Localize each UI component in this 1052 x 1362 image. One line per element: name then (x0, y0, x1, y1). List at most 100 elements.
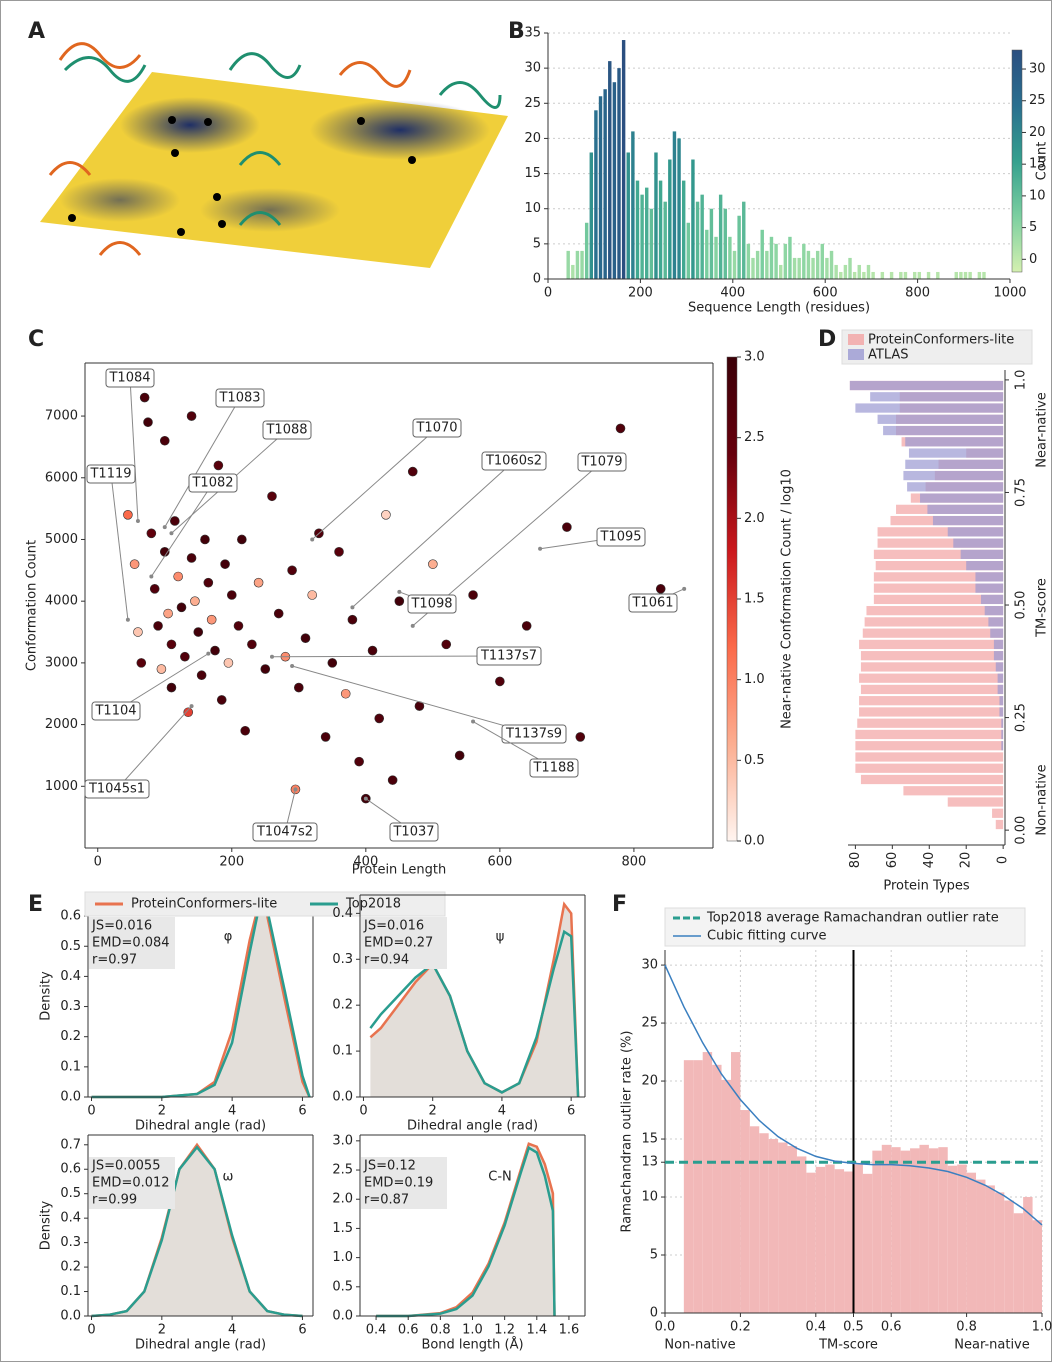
annotation-label: T1137s7 (480, 649, 537, 664)
bar (999, 696, 1004, 706)
panel-label: D (818, 327, 836, 352)
point (247, 639, 257, 650)
point (575, 732, 586, 742)
bar (927, 504, 1004, 514)
bar (806, 1172, 816, 1313)
bar (975, 583, 1004, 593)
bar (645, 187, 649, 279)
bar (811, 257, 815, 279)
bar (910, 1148, 920, 1313)
x-tick-label: 0 (94, 855, 102, 870)
annotation-arrowhead (410, 623, 415, 628)
bar (695, 201, 700, 279)
bar (575, 250, 580, 279)
point (159, 435, 170, 446)
bar (932, 515, 1004, 526)
bar (712, 1064, 722, 1313)
annotation-box (215, 388, 265, 408)
bar (815, 250, 820, 279)
x-tick-label: 400 (720, 286, 745, 301)
bar (862, 628, 1004, 638)
bar (966, 1172, 977, 1313)
colorbar-tick-label: 5 (1029, 220, 1037, 235)
x-tick-label: 60 (885, 852, 900, 869)
y-axis-label: Density (39, 971, 54, 1021)
bar (990, 628, 1004, 638)
line (91, 1145, 303, 1318)
point (253, 577, 264, 588)
annotation-arrowhead (135, 518, 140, 523)
bar (860, 651, 1004, 661)
point (381, 509, 391, 520)
bar (926, 271, 931, 279)
bar (859, 673, 1004, 683)
x-tick-label: 0 (996, 856, 1011, 864)
x-tick-label: 4 (228, 1104, 236, 1119)
bar (873, 549, 1004, 559)
point (226, 590, 237, 600)
x-tick-label: 2 (158, 1323, 166, 1338)
annotation-box (481, 451, 547, 471)
bar (788, 236, 792, 279)
annotation-arrowhead (206, 651, 211, 656)
bar (787, 1145, 797, 1313)
point (200, 534, 210, 545)
y-tick-label: 13 (641, 1155, 658, 1170)
bar (759, 1133, 769, 1313)
density-area (91, 1144, 303, 1316)
panel-label: C (28, 327, 44, 352)
y-tick-label: 0.2 (60, 1260, 81, 1275)
annotation-label: T1079 (580, 455, 622, 470)
y-tick-label: 5000 (45, 532, 78, 547)
bar (905, 459, 1004, 469)
point (183, 707, 194, 718)
bar (920, 493, 1004, 503)
y-tick-label: 0.0 (332, 1309, 353, 1324)
colorbar-label: Count (1035, 142, 1050, 181)
fit-curve (664, 964, 1043, 1226)
x-axis-label: Non-native (664, 1338, 735, 1353)
bar (900, 1150, 911, 1313)
bar (603, 89, 607, 279)
annotation-arrow (164, 397, 241, 528)
x-tick-label: 0 (87, 1104, 95, 1119)
bar (640, 194, 644, 279)
colorbar-tick-label: 3.0 (744, 350, 765, 365)
point (163, 608, 173, 619)
x-tick-label: 0 (87, 1323, 95, 1338)
point (340, 688, 351, 699)
y-tick-label: 0.50 (1014, 591, 1029, 620)
bar (889, 271, 894, 279)
y-tick-label: 1.5 (332, 1221, 353, 1236)
bar (899, 271, 903, 279)
bar (872, 1150, 882, 1313)
annotation-arrow (311, 427, 438, 540)
bar (571, 264, 575, 279)
point (260, 664, 271, 674)
bar (995, 662, 1004, 672)
y-axis-label: Conformation Count (25, 540, 40, 671)
bar (936, 271, 940, 279)
bar (806, 250, 811, 279)
bar (612, 82, 617, 279)
x-tick-label: 1000 (993, 286, 1026, 301)
bar (751, 257, 755, 279)
bar (769, 236, 774, 279)
y-tick-label: 3.0 (332, 1133, 353, 1148)
density-area (370, 904, 579, 1097)
x-tick-label: 2 (429, 1104, 437, 1119)
bar (860, 662, 1004, 672)
bar (723, 208, 727, 279)
bar (834, 1169, 845, 1313)
y-tick-label: 0.3 (60, 1235, 81, 1250)
annotation-box (105, 368, 155, 388)
bar (760, 229, 764, 279)
bar (1032, 1220, 1042, 1313)
bar (855, 752, 1004, 762)
bar (993, 651, 1004, 661)
bar (877, 414, 1004, 424)
y-tick-label: 4000 (45, 594, 78, 609)
bar (672, 131, 677, 279)
bar (870, 392, 1004, 402)
annotation-box (529, 758, 579, 778)
